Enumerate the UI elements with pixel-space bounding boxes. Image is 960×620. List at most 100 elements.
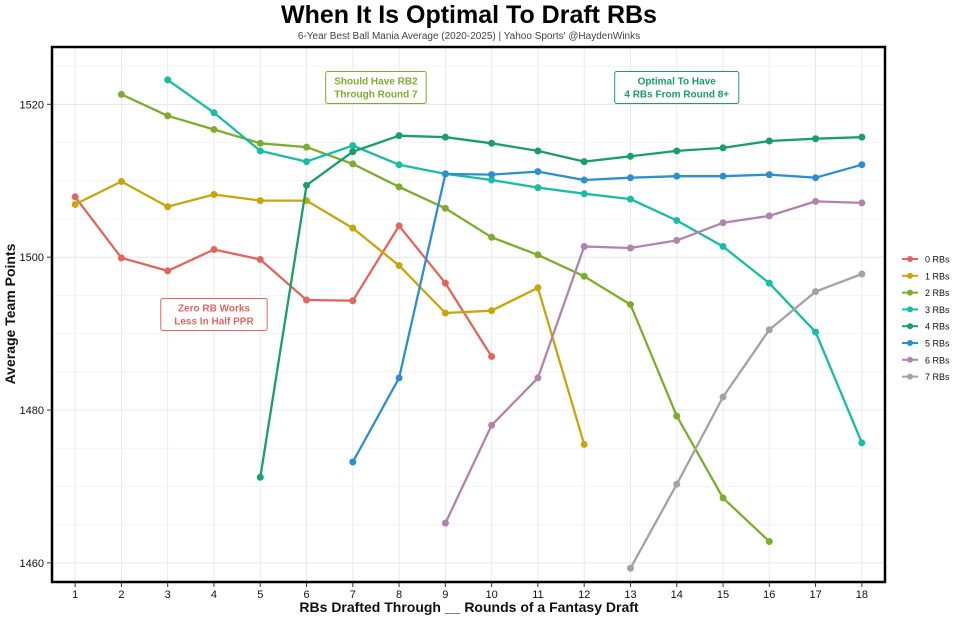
legend-item: 4 RBs (902, 322, 950, 332)
x-tick-label: 15 (717, 589, 729, 601)
data-point (395, 132, 403, 140)
legend-swatch-dot (907, 323, 913, 330)
data-point (256, 147, 264, 155)
data-point (580, 272, 588, 280)
legend-swatch-dot (907, 289, 913, 296)
series-line-7-rbs (629, 272, 863, 569)
data-point (534, 147, 542, 155)
annotation: Should Have RB2 Through Round 7 (325, 71, 427, 105)
x-tick-label: 17 (809, 589, 821, 601)
data-point (673, 216, 681, 224)
series-3-rbs (164, 76, 866, 447)
data-point (719, 144, 727, 152)
series-line-6-rbs (444, 200, 862, 524)
data-point (858, 133, 866, 141)
chart-subtitle: 6-Year Best Ball Mania Average (2020-202… (298, 31, 640, 42)
data-point (626, 152, 634, 160)
legend-label: 4 RBs (925, 322, 950, 332)
data-point (488, 171, 496, 179)
data-point (395, 374, 403, 382)
x-tick-label: 7 (350, 589, 356, 601)
data-point (534, 251, 542, 259)
annotation-text: Through Round 7 (334, 90, 418, 101)
x-tick-label: 11 (532, 589, 543, 601)
legend: 0 RBs 1 RBs 2 RBs 3 RBs 4 RBs 5 RBs 6 RBs 7 RBs (902, 255, 950, 382)
axes: 1 2 3 4 5 6 7 8 9 10 11 12 13 14 15 16 17 181460148015001… (20, 99, 868, 601)
series-5-rbs (349, 161, 866, 466)
data-point (117, 254, 125, 262)
data-point (673, 236, 681, 244)
data-point (673, 480, 681, 488)
data-point (164, 76, 172, 84)
data-point (812, 174, 820, 182)
data-point (580, 176, 588, 184)
data-point (210, 191, 218, 199)
x-axis-label: RBs Drafted Through __ Rounds of a Fanta… (299, 599, 638, 615)
data-point (812, 197, 820, 205)
legend-item: 3 RBs (902, 305, 950, 315)
data-point (117, 178, 125, 186)
data-point (71, 193, 79, 201)
x-tick-label: 6 (303, 589, 309, 601)
x-tick-label: 3 (165, 589, 171, 601)
x-tick-label: 1 (72, 589, 78, 601)
data-point (303, 296, 311, 304)
data-point (673, 147, 681, 155)
legend-item: 7 RBs (902, 372, 950, 382)
x-tick-label: 12 (578, 589, 590, 601)
data-point (256, 197, 264, 205)
data-point (303, 158, 311, 166)
legend-label: 0 RBs (925, 255, 950, 265)
data-point (812, 288, 820, 296)
annotation-text: 4 RBs From Round 8+ (624, 90, 729, 101)
x-tick-label: 10 (486, 589, 498, 601)
series-4-rbs (256, 132, 866, 481)
data-point (673, 412, 681, 420)
legend-swatch-dot (907, 340, 913, 346)
x-tick-label: 8 (396, 589, 402, 601)
data-point (812, 328, 820, 336)
legend-label: 1 RBs (925, 271, 950, 281)
data-point (349, 142, 357, 150)
data-point (719, 219, 727, 227)
data-point (441, 279, 449, 287)
legend-swatch-dot (907, 356, 913, 363)
legend-label: 6 RBs (925, 355, 950, 365)
data-point (812, 135, 820, 143)
series-line-0-rbs (74, 196, 493, 358)
data-point (719, 494, 727, 502)
data-point (164, 267, 172, 275)
y-tick-label: 1460 (20, 558, 44, 570)
data-point (117, 90, 125, 98)
data-point (765, 279, 773, 287)
data-point (349, 148, 357, 156)
data-point (534, 374, 542, 382)
data-point (534, 184, 542, 192)
data-point (256, 139, 264, 147)
data-point (488, 421, 496, 429)
annotation-text: Zero RB Works (178, 304, 250, 315)
data-point (210, 109, 218, 117)
legend-item: 5 RBs (902, 339, 950, 349)
data-point (210, 126, 218, 134)
data-point (765, 212, 773, 220)
data-point (256, 255, 264, 263)
x-tick-label: 9 (442, 589, 448, 601)
data-point (580, 158, 588, 166)
legend-item: 2 RBs (902, 288, 950, 298)
data-point (534, 284, 542, 292)
data-point (395, 262, 403, 270)
annotation-text: Optimal To Have (638, 77, 717, 88)
data-point (488, 176, 496, 184)
data-point (441, 133, 449, 141)
annotation-box (614, 71, 740, 105)
data-point (488, 233, 496, 241)
data-point (673, 172, 681, 180)
series-line-1-rbs (74, 180, 586, 445)
chart-title: When It Is Optimal To Draft RBs (281, 1, 657, 29)
data-point (858, 270, 866, 278)
data-point (488, 307, 496, 315)
data-point (534, 168, 542, 176)
data-point (395, 161, 403, 169)
